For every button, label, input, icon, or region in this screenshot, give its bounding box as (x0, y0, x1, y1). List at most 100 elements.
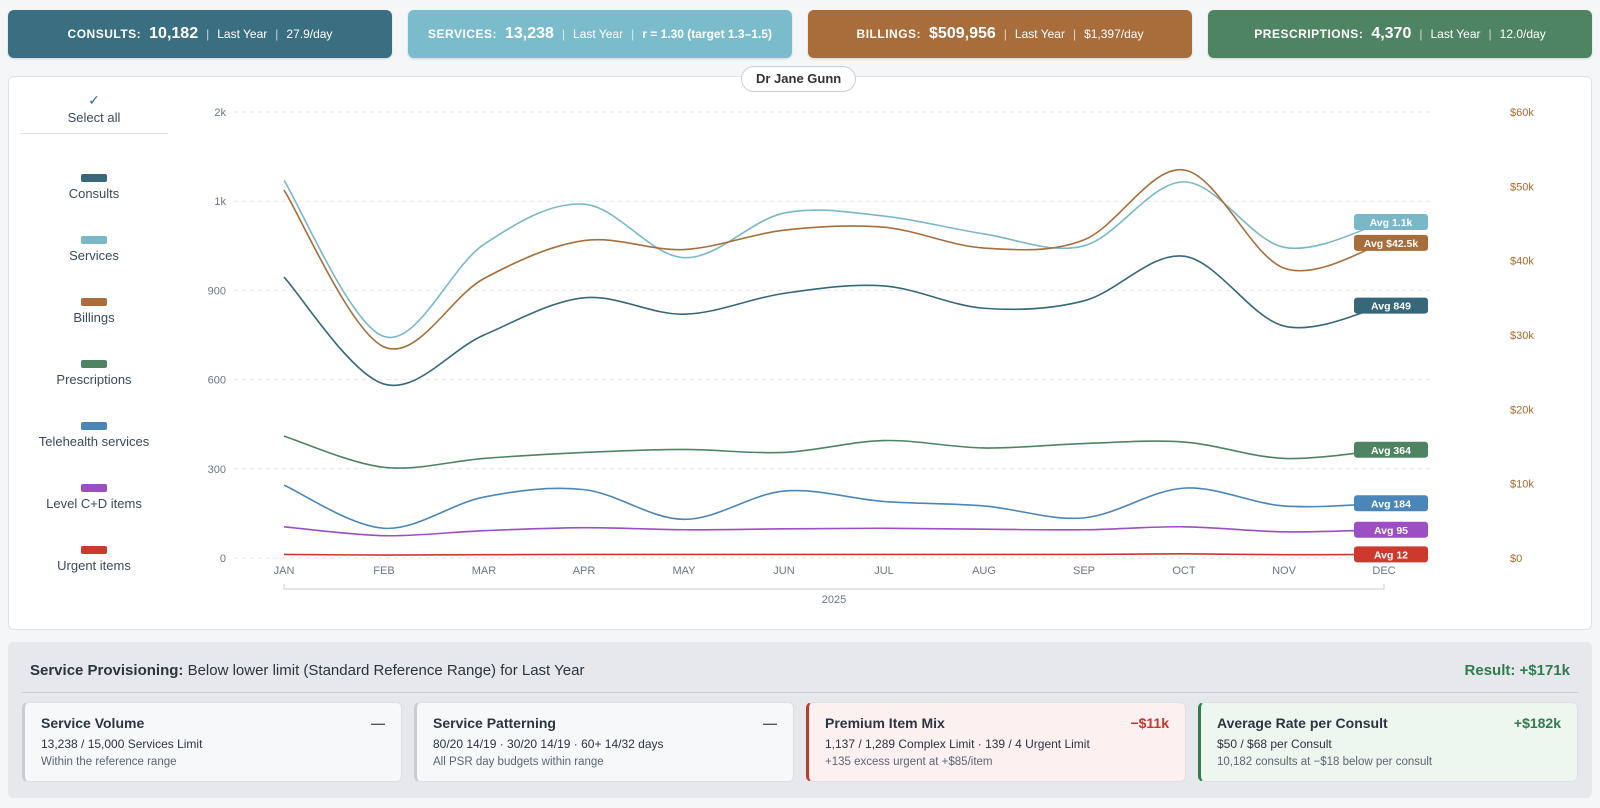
legend-item-prescriptions[interactable]: Prescriptions (20, 360, 168, 387)
avg-badge-billings (1354, 234, 1428, 251)
card-note: +135 excess urgent at +$85/item (825, 756, 993, 768)
legend-label: Billings (73, 310, 115, 325)
card-delta: — (763, 715, 777, 731)
legend-item-urgent[interactable]: Urgent items (20, 546, 168, 573)
sp-result: Result: +$171k (1464, 662, 1570, 679)
series-line-services (283, 179, 1385, 339)
avg-badge-label: Avg 364 (1371, 445, 1411, 457)
y-tick-label: 900 (208, 285, 226, 297)
x-tick-label: JUN (773, 565, 794, 577)
card-note: 10,182 consults at −$18 below per consul… (1217, 756, 1433, 768)
checkmark-icon: ✓ (88, 92, 100, 108)
series-line-billings (283, 169, 1385, 350)
legend-label: Level C+D items (46, 496, 142, 511)
avg-badge-level-c-d-items (1354, 521, 1428, 538)
chart-legend: ✓ Select all Consults Services Billings … (20, 92, 168, 573)
y-tick-label: 2k (214, 107, 226, 119)
legend-item-consults[interactable]: Consults (20, 174, 168, 201)
card-note: Within the reference range (41, 756, 177, 768)
legend-label: Telehealth services (38, 434, 150, 449)
x-tick-label: JUL (874, 565, 894, 577)
sp-title: Service Provisioning: (30, 662, 184, 679)
legend-item-services[interactable]: Services (20, 236, 168, 263)
sp-subtitle: Below lower limit (Standard Reference Ra… (187, 662, 585, 679)
card-service-patterning[interactable]: Service Patterning — 80/20 14/19 · 30/20… (414, 702, 794, 782)
legend-label: Consults (68, 186, 120, 201)
x-tick-label: JAN (274, 565, 295, 577)
series-line-urgent-items (283, 553, 1385, 556)
avg-badge-label: Avg 12 (1374, 549, 1408, 561)
card-premium-item-mix[interactable]: Premium Item Mix −$11k 1,137 / 1,289 Com… (806, 702, 1186, 782)
chart-title: Dr Jane Gunn (741, 66, 857, 92)
kpi-label: BILLINGS: (856, 27, 922, 41)
card-detail: 13,238 / 15,000 Services Limit (41, 737, 203, 751)
card-delta: −$11k (1130, 715, 1169, 731)
chart-card (8, 76, 1592, 630)
x-axis-bracket (283, 584, 1385, 590)
x-tick-label: OCT (1172, 565, 1196, 577)
x-tick-label: MAY (672, 565, 696, 577)
avg-badge-urgent-items (1354, 546, 1428, 563)
y-tick-label: 1k (214, 196, 226, 208)
card-delta: +$182k (1513, 715, 1561, 731)
kpi-billings[interactable]: BILLINGS: $509,956 | Last Year | $1,397/… (808, 10, 1192, 58)
x-tick-label: APR (573, 565, 596, 577)
kpi-separator: | (1488, 27, 1492, 41)
kpi-consults[interactable]: CONSULTS: 10,182 | Last Year | 27.9/day (8, 10, 392, 58)
legend-item-telehealth[interactable]: Telehealth services (20, 422, 168, 449)
kpi-separator: | (561, 27, 566, 41)
card-delta: — (371, 715, 385, 731)
x-tick-label: MAR (472, 565, 497, 577)
legend-label: Urgent items (57, 558, 131, 573)
series-line-telehealth-services (283, 484, 1385, 530)
legend-item-billings[interactable]: Billings (20, 298, 168, 325)
legend-label: Prescriptions (56, 372, 132, 387)
avg-badge-label: Avg 849 (1371, 301, 1411, 313)
kpi-services[interactable]: SERVICES: 13,238 | Last Year | r = 1.30 … (408, 10, 792, 58)
sp-header: Service Provisioning: Below lower limit … (30, 662, 584, 679)
y2-tick-label: $20k (1510, 404, 1534, 416)
x-tick-label: DEC (1372, 565, 1395, 577)
kpi-label: CONSULTS: (67, 27, 142, 41)
select-all-toggle[interactable]: ✓ Select all (20, 92, 168, 134)
avg-badge-services (1354, 214, 1428, 231)
avg-badge-consults (1354, 297, 1428, 314)
legend-swatch (81, 298, 107, 306)
legend-label: Services (69, 248, 119, 263)
kpi-separator: | (1003, 27, 1007, 41)
avg-badge-label: Avg 184 (1371, 498, 1411, 510)
kpi-extra: 12.0/day (1499, 27, 1546, 41)
y-tick-label: 300 (208, 464, 226, 476)
card-title: Service Volume (41, 715, 145, 731)
card-average-rate[interactable]: Average Rate per Consult +$182k $50 / $6… (1198, 702, 1578, 782)
card-note: All PSR day budgets within range (433, 756, 604, 768)
x-tick-label: SEP (1073, 565, 1095, 577)
y-tick-label: 600 (208, 375, 226, 387)
kpi-value: 13,238 (504, 25, 554, 42)
y2-tick-label: $10k (1510, 479, 1534, 491)
legend-item-level-cd[interactable]: Level C+D items (20, 484, 168, 511)
card-title: Average Rate per Consult (1217, 715, 1388, 731)
y2-tick-label: $40k (1510, 256, 1534, 268)
card-service-volume[interactable]: Service Volume — 13,238 / 15,000 Service… (22, 702, 402, 782)
legend-swatch (81, 174, 107, 182)
kpi-extra: r = 1.30 (target 1.3–1.5) (642, 27, 772, 41)
kpi-period: Last Year (217, 27, 268, 41)
kpi-row: CONSULTS: 10,182 | Last Year | 27.9/day … (8, 10, 1592, 58)
series-line-consults (283, 255, 1385, 387)
kpi-label: PRESCRIPTIONS: (1254, 27, 1364, 41)
card-title: Service Patterning (433, 715, 556, 731)
kpi-separator: | (275, 27, 279, 41)
series-line-level-c-d-items (283, 525, 1385, 537)
y-tick-label: 0 (220, 553, 226, 565)
card-detail: 1,137 / 1,289 Complex Limit · 139 / 4 Ur… (825, 737, 1090, 751)
legend-swatch (81, 360, 107, 368)
legend-swatch (81, 546, 107, 554)
kpi-extra: $1,397/day (1084, 27, 1144, 41)
avg-badge-label: Avg $42.5k (1364, 238, 1419, 250)
avg-badge-telehealth-services (1354, 495, 1428, 512)
sp-cards: Service Volume — 13,238 / 15,000 Service… (22, 702, 1578, 782)
kpi-separator: | (1072, 27, 1077, 41)
divider (22, 692, 1578, 693)
kpi-prescriptions[interactable]: PRESCRIPTIONS: 4,370 | Last Year | 12.0/… (1208, 10, 1592, 58)
